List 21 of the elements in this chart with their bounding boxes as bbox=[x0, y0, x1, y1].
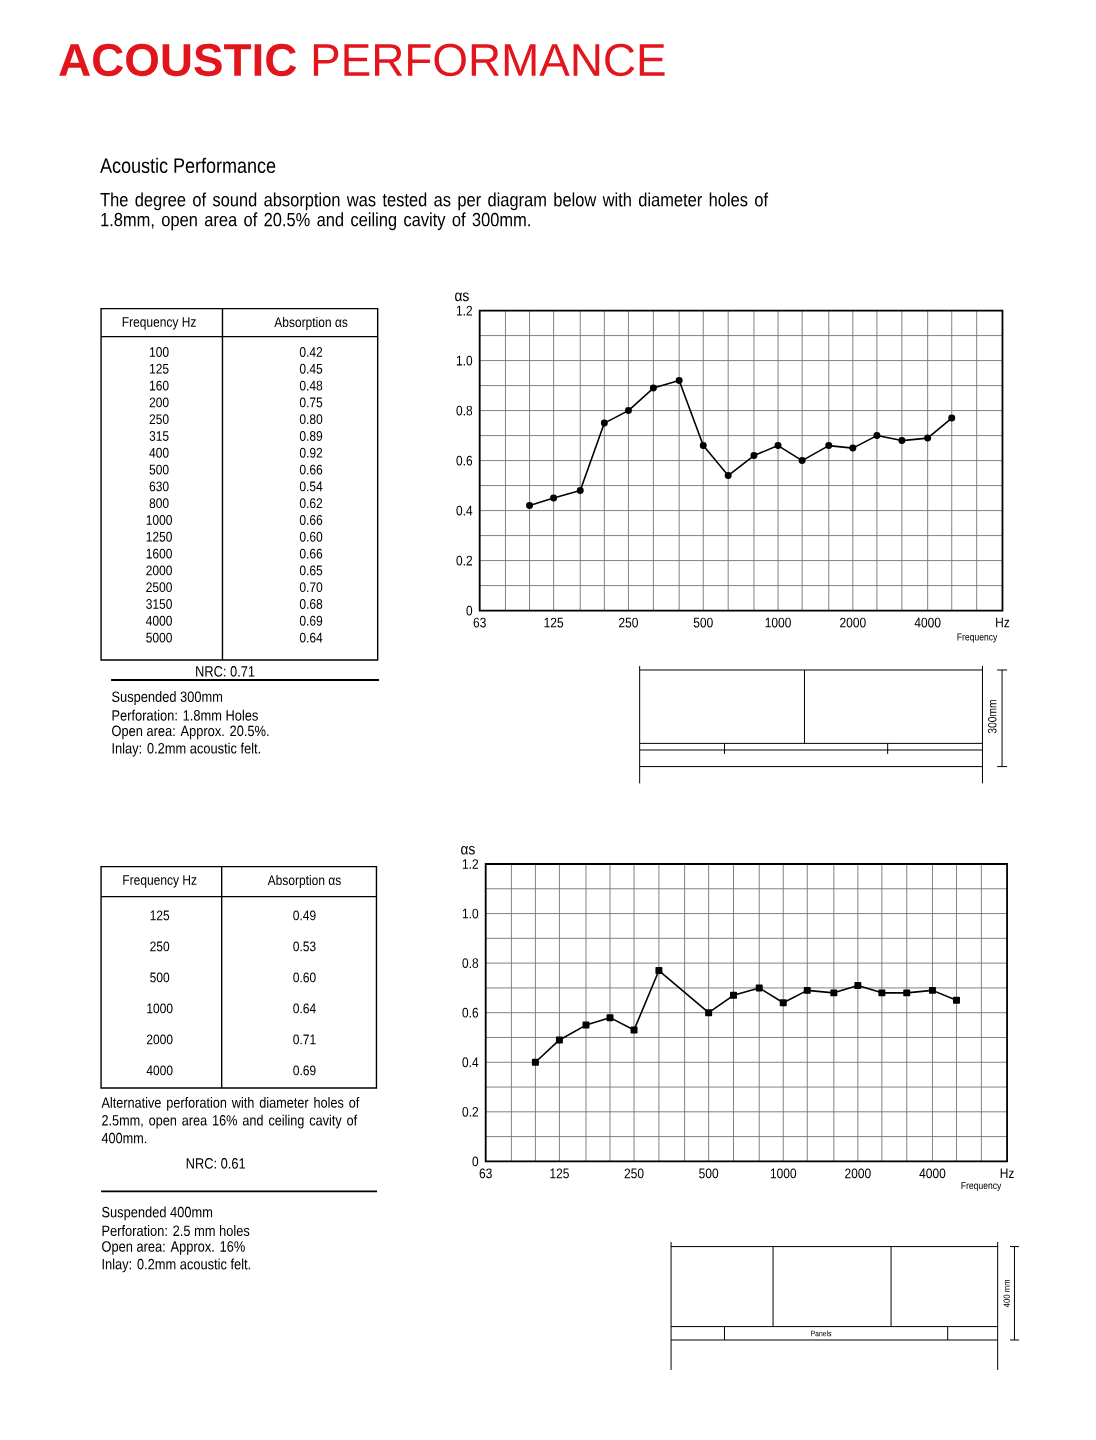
point bbox=[948, 414, 956, 422]
point bbox=[873, 432, 881, 440]
point bbox=[825, 442, 833, 450]
point bbox=[750, 452, 758, 460]
text: Acoustic Performance bbox=[100, 157, 276, 174]
point bbox=[725, 472, 733, 480]
point bbox=[625, 407, 633, 415]
point bbox=[550, 494, 558, 502]
point bbox=[924, 434, 932, 442]
text: ACOUSTIC PERFORMANCE bbox=[59, 43, 666, 77]
point bbox=[676, 377, 684, 385]
point bbox=[601, 419, 609, 427]
point bbox=[849, 444, 857, 452]
point bbox=[577, 487, 585, 495]
point bbox=[799, 457, 807, 465]
point bbox=[700, 442, 708, 450]
point bbox=[650, 384, 658, 392]
text: The degree of sound absorption was tested as per diagram below with diameter holes of 1.8mm, open area of 20.5% and ceiling cavity of 300mm. bbox=[100, 192, 769, 231]
point bbox=[898, 437, 906, 445]
point bbox=[526, 502, 534, 510]
point bbox=[775, 442, 783, 450]
